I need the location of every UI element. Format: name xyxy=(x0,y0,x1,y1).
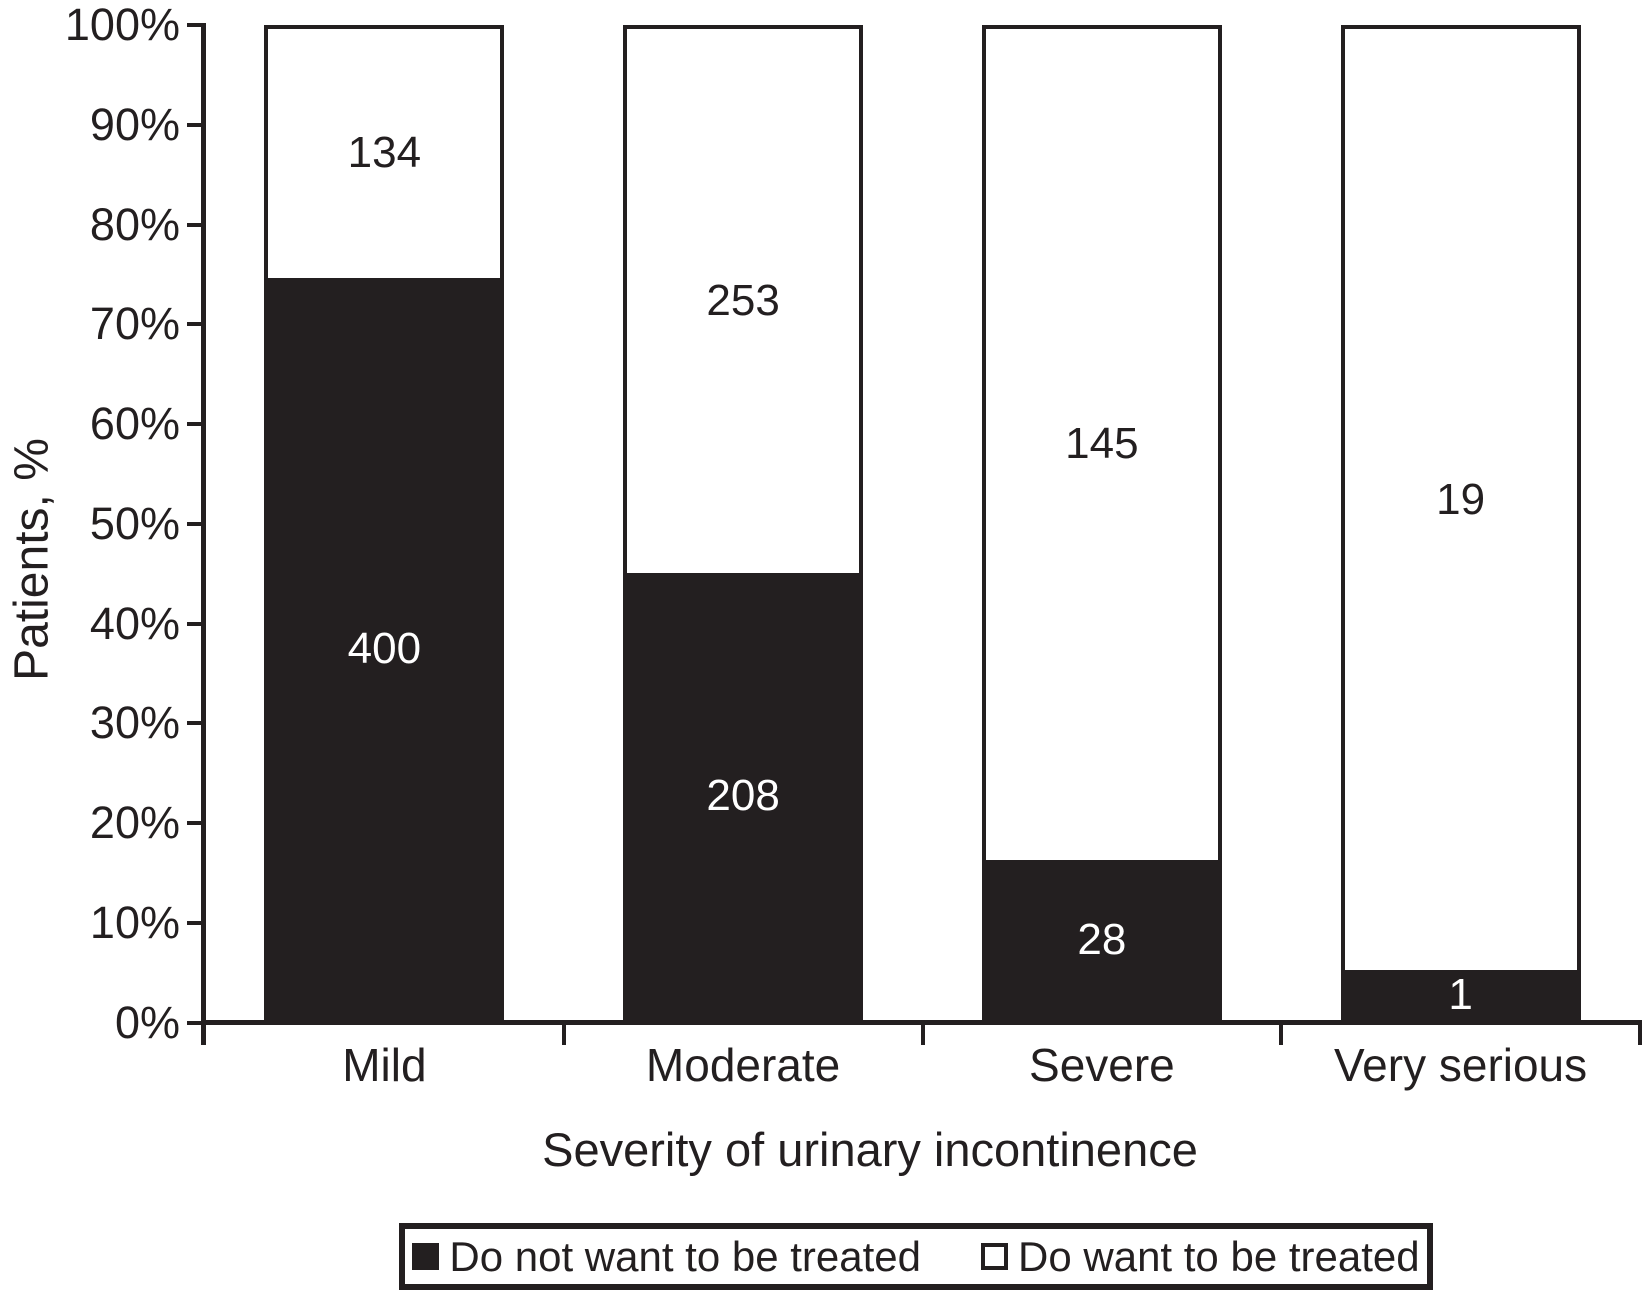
category-label: Very serious xyxy=(1334,1039,1588,1091)
y-tick xyxy=(187,222,202,227)
bar-segment-do-want: 19 xyxy=(1436,474,1486,524)
y-tick-label: 80% xyxy=(89,198,180,250)
y-tick-label: 100% xyxy=(64,0,180,50)
y-tick xyxy=(187,122,202,127)
y-tick xyxy=(187,821,202,825)
x-tick xyxy=(920,1020,925,1045)
category-label: Mild xyxy=(342,1039,427,1091)
bar-segment-do-want: 145 xyxy=(1065,419,1139,469)
y-tick-label: 50% xyxy=(89,497,180,549)
y-tick-label: 70% xyxy=(89,298,180,350)
y-tick-label: 20% xyxy=(89,797,180,848)
y-tick-label: 60% xyxy=(89,398,180,449)
bar-very-serious: 19 1 xyxy=(1340,25,1581,1024)
x-tick xyxy=(561,1020,566,1045)
legend-item-do-want: Do want to be treated xyxy=(981,1233,1420,1281)
bar-segment-do-not-want: 1 xyxy=(1344,970,1577,1020)
legend-label: Do want to be treated xyxy=(1018,1232,1420,1280)
y-tick xyxy=(187,322,202,327)
y-tick xyxy=(187,1020,202,1025)
bar-segment-do-not-want: 208 xyxy=(627,572,860,1020)
legend-item-do-not-want: Do not want to be treated xyxy=(412,1233,921,1281)
legend-open-square-icon xyxy=(981,1243,1009,1270)
bar-segment-do-want: 134 xyxy=(347,128,422,178)
y-axis-line xyxy=(201,23,206,1045)
bar-severe: 145 28 xyxy=(981,25,1222,1024)
y-tick xyxy=(187,721,202,726)
y-tick xyxy=(187,422,202,426)
category-label: Moderate xyxy=(645,1039,841,1091)
bar-segment-do-not-want: 400 xyxy=(268,277,501,1020)
legend: Do not want to be treated Do want to be … xyxy=(399,1223,1433,1290)
y-tick-label: 30% xyxy=(89,697,180,749)
y-tick-label: 40% xyxy=(89,597,180,649)
bar-mild: 134 400 xyxy=(264,25,505,1024)
y-tick xyxy=(187,920,202,925)
y-tick-label: 10% xyxy=(89,896,180,948)
legend-label: Do not want to be treated xyxy=(449,1232,922,1280)
x-axis-title: Severity of urinary incontinence xyxy=(542,1123,1198,1176)
x-tick xyxy=(1638,1020,1642,1045)
y-tick xyxy=(187,621,202,626)
legend-filled-square-icon xyxy=(412,1243,440,1270)
x-tick xyxy=(1279,1020,1284,1045)
bar-segment-do-want: 253 xyxy=(706,275,780,325)
y-tick xyxy=(187,521,202,526)
y-tick xyxy=(187,23,202,27)
bar-moderate: 253 208 xyxy=(623,25,864,1024)
category-label: Severe xyxy=(1029,1039,1175,1091)
bar-segment-do-not-want: 28 xyxy=(985,859,1218,1020)
y-tick-label: 90% xyxy=(89,98,180,150)
y-tick-label: 0% xyxy=(114,996,180,1048)
